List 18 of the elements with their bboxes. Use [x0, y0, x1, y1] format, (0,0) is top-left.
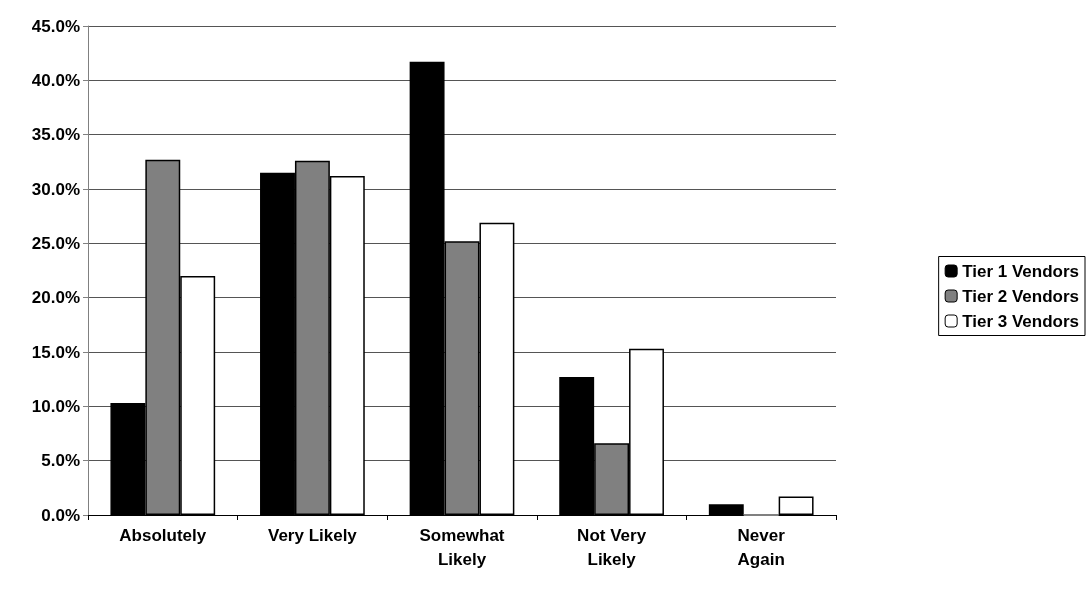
x-tick-label: Not Very Likely [577, 525, 647, 569]
x-tick-label: Absolutely [119, 525, 207, 545]
y-tick-label: 10.0% [31, 396, 80, 416]
legend-label: Tier 2 Vendors [962, 286, 1080, 306]
x-tick-label: Somewhat Likely [419, 525, 505, 569]
y-tick-label: 35.0% [31, 125, 80, 145]
y-tick-label: 45.0% [31, 16, 80, 36]
y-tick-label: 15.0% [31, 342, 80, 362]
y-tick-label: 20.0% [31, 288, 80, 308]
y-tick-label: 30.0% [31, 179, 80, 199]
y-tick-label: 5.0% [41, 451, 80, 471]
y-tick-label: 25.0% [31, 233, 80, 253]
legend-label: Tier 1 Vendors [962, 261, 1080, 281]
y-tick-label: 40.0% [31, 70, 80, 90]
x-tick-label: Very Likely [267, 525, 358, 545]
legend-label: Tier 3 Vendors [962, 311, 1080, 331]
y-tick-label: 0.0% [41, 505, 80, 525]
x-tick-label: Never Again [737, 525, 786, 569]
